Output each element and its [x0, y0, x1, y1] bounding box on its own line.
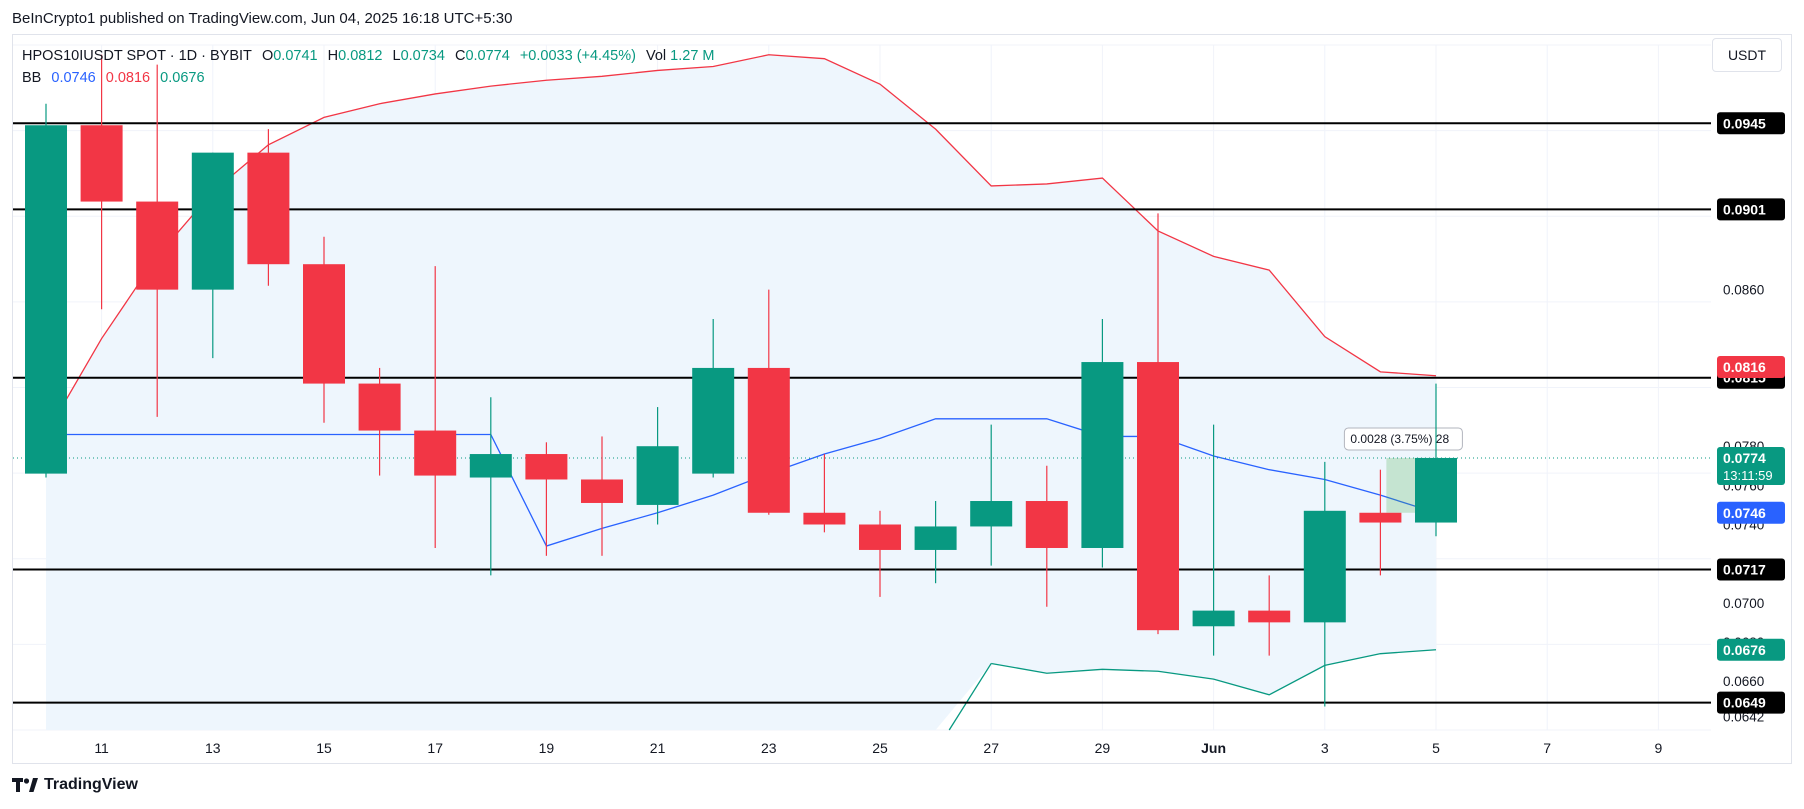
level-price-label-bg: [1717, 112, 1785, 135]
current-price-badge-bg: [1717, 446, 1785, 485]
level-price-label: 0.0901: [1723, 201, 1766, 217]
bb-mid-line: [46, 418, 1437, 547]
tradingview-logo-icon: [12, 778, 38, 792]
candle-body: [525, 454, 568, 480]
candle-body: [25, 125, 67, 474]
candle-body: [692, 367, 735, 474]
ohlc-open: O0.0741: [261, 48, 318, 64]
candle-body: [247, 152, 290, 265]
price-tick-label: 0.0700: [1723, 596, 1764, 611]
bb-upper-price-label: 0.0816: [1723, 359, 1766, 375]
time-tick-label: 23: [761, 740, 777, 756]
time-tick-label: 5: [1432, 740, 1440, 756]
level-price-label: 0.0945: [1723, 115, 1766, 131]
candle-body: [581, 479, 623, 503]
level-price-label: 0.0717: [1723, 562, 1766, 578]
time-tick-label: 29: [1095, 740, 1111, 756]
bb-lower-value: 0.0676: [160, 70, 205, 86]
bb-upper-line: [45, 54, 1437, 435]
time-tick-label: Jun: [1201, 740, 1226, 756]
candle-body: [1081, 362, 1124, 548]
bb-lower-line: [991, 649, 1437, 696]
price-tick-label: 0.0860: [1723, 283, 1764, 298]
current-price-label: 0.0774: [1723, 450, 1766, 466]
time-tick-label: 17: [427, 740, 443, 756]
bb-lower-line-entry: [948, 663, 992, 731]
candle-body: [1359, 512, 1402, 523]
candle-body: [636, 446, 679, 505]
symbol-label[interactable]: HPOS10IUSDT SPOT · 1D · BYBIT: [22, 48, 252, 64]
candle-body: [803, 512, 846, 525]
bb-mid-value: 0.0746: [51, 70, 96, 86]
time-tick-label: 19: [539, 740, 555, 756]
candle-body: [414, 430, 457, 476]
bb-mid-price-label: 0.0746: [1723, 505, 1766, 521]
bb-lower-price-label: 0.0676: [1723, 642, 1766, 658]
candle-body: [136, 201, 179, 290]
candle-body: [1192, 610, 1235, 627]
candle-body: [747, 367, 790, 513]
time-tick-label: 13: [205, 740, 221, 756]
chart-canvas[interactable]: 0.0028 (3.75%) 280.08600.07800.07600.074…: [13, 35, 1791, 763]
ohlc-row: HPOS10IUSDT SPOT · 1D · BYBIT O0.0741 H0…: [22, 45, 721, 67]
candle-body: [191, 152, 234, 290]
ohlc-close: C0.0774: [454, 48, 510, 64]
candle-body: [80, 125, 123, 202]
currency-button[interactable]: USDT: [1712, 38, 1782, 72]
measure-label-box: [1343, 427, 1463, 451]
candle-body: [1303, 510, 1346, 623]
level-price-label-bg: [1717, 198, 1785, 221]
level-price-label-bg: [1717, 691, 1785, 714]
time-tick-label: 3: [1321, 740, 1329, 756]
ohlc-low: L0.0734: [392, 48, 445, 64]
candle-body: [1248, 610, 1291, 623]
candle-body: [970, 501, 1013, 527]
candle-body: [1415, 457, 1457, 523]
time-tick-label: 25: [872, 740, 888, 756]
candle-body: [859, 524, 901, 550]
chart-pane[interactable]: 0.0028 (3.75%) 28 0.0860 0.0780 0.0760 0.074…: [12, 34, 1792, 764]
bb-band-fill: [46, 54, 1436, 731]
candle-body: [1137, 362, 1179, 631]
measure-label: 0.0028 (3.75%) 28: [1350, 432, 1449, 446]
time-tick-label: 27: [983, 740, 999, 756]
time-tick-label: 7: [1543, 740, 1551, 756]
level-price-label-bg: [1717, 558, 1785, 581]
time-tick-label: 11: [94, 740, 109, 756]
candle-body: [914, 526, 957, 550]
volume: Vol 1.27 M: [645, 48, 715, 64]
candle-body: [469, 454, 512, 478]
level-price-label: 0.0649: [1723, 695, 1766, 711]
bb-upper-price-label-bg: [1717, 355, 1785, 378]
chart-legend: HPOS10IUSDT SPOT · 1D · BYBIT O0.0741 H0…: [22, 45, 721, 89]
candle-body: [358, 383, 401, 431]
tradingview-logo[interactable]: TradingView: [12, 776, 138, 794]
candle-body: [303, 264, 345, 384]
tradingview-logo-text: TradingView: [44, 776, 138, 793]
bb-upper-value: 0.0816: [105, 70, 151, 86]
ohlc-high: H0.0812: [327, 48, 383, 64]
time-tick-label: 21: [650, 740, 666, 756]
publish-info: BeInCrypto1 published on TradingView.com…: [12, 10, 513, 27]
bb-lower-price-label-bg: [1717, 638, 1785, 661]
candle-countdown: 13:11:59: [1723, 468, 1773, 483]
bb-label[interactable]: BB: [22, 70, 42, 86]
price-change: +0.0033 (+4.45%): [519, 48, 636, 64]
price-tick-label: 0.0660: [1723, 674, 1764, 689]
time-tick-label: 15: [316, 740, 332, 756]
bb-mid-price-label-bg: [1717, 501, 1785, 524]
candle-body: [1025, 501, 1068, 548]
time-tick-label: 9: [1655, 740, 1663, 756]
bb-row: BB 0.0746 0.0816 0.0676: [22, 67, 721, 89]
